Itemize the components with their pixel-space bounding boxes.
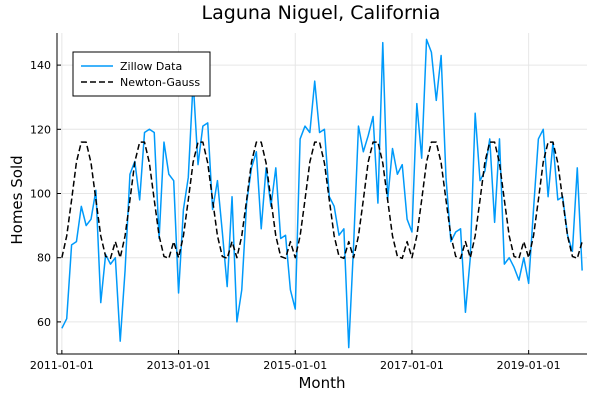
chart-title: Laguna Niguel, California: [202, 2, 441, 24]
x-tick-label: 2019-01-01: [497, 359, 561, 372]
x-tick-label: 2017-01-01: [380, 359, 444, 372]
legend-label-zillow-data: Zillow Data: [120, 60, 182, 73]
axes: [56, 33, 587, 355]
series-layer: [61, 38, 583, 349]
y-tick-label: 80: [37, 252, 51, 265]
legend-label-newton-gauss: Newton-Gauss: [120, 76, 200, 89]
legend-box: [72, 51, 211, 97]
x-tick-label: 2013-01-01: [147, 359, 211, 372]
y-tick-label: 60: [37, 316, 51, 329]
series-line-newton-gauss: [61, 141, 583, 260]
y-axis-label: Homes Sold: [8, 155, 26, 244]
x-tick-label: 2011-01-01: [30, 359, 94, 372]
series-line-zillow-data: [61, 38, 583, 349]
y-tick-label: 140: [30, 59, 51, 72]
x-tick-label: 2015-01-01: [263, 359, 327, 372]
grid: [57, 33, 587, 354]
y-tick-label: 100: [30, 188, 51, 201]
x-axis-label: Month: [298, 374, 345, 392]
legend: Zillow Data Newton-Gauss: [72, 51, 211, 97]
tick-labels: 60 80 100 120 140 2011-01-01 2013-01-01 2015-01…: [30, 59, 561, 372]
y-tick-label: 120: [30, 123, 51, 136]
